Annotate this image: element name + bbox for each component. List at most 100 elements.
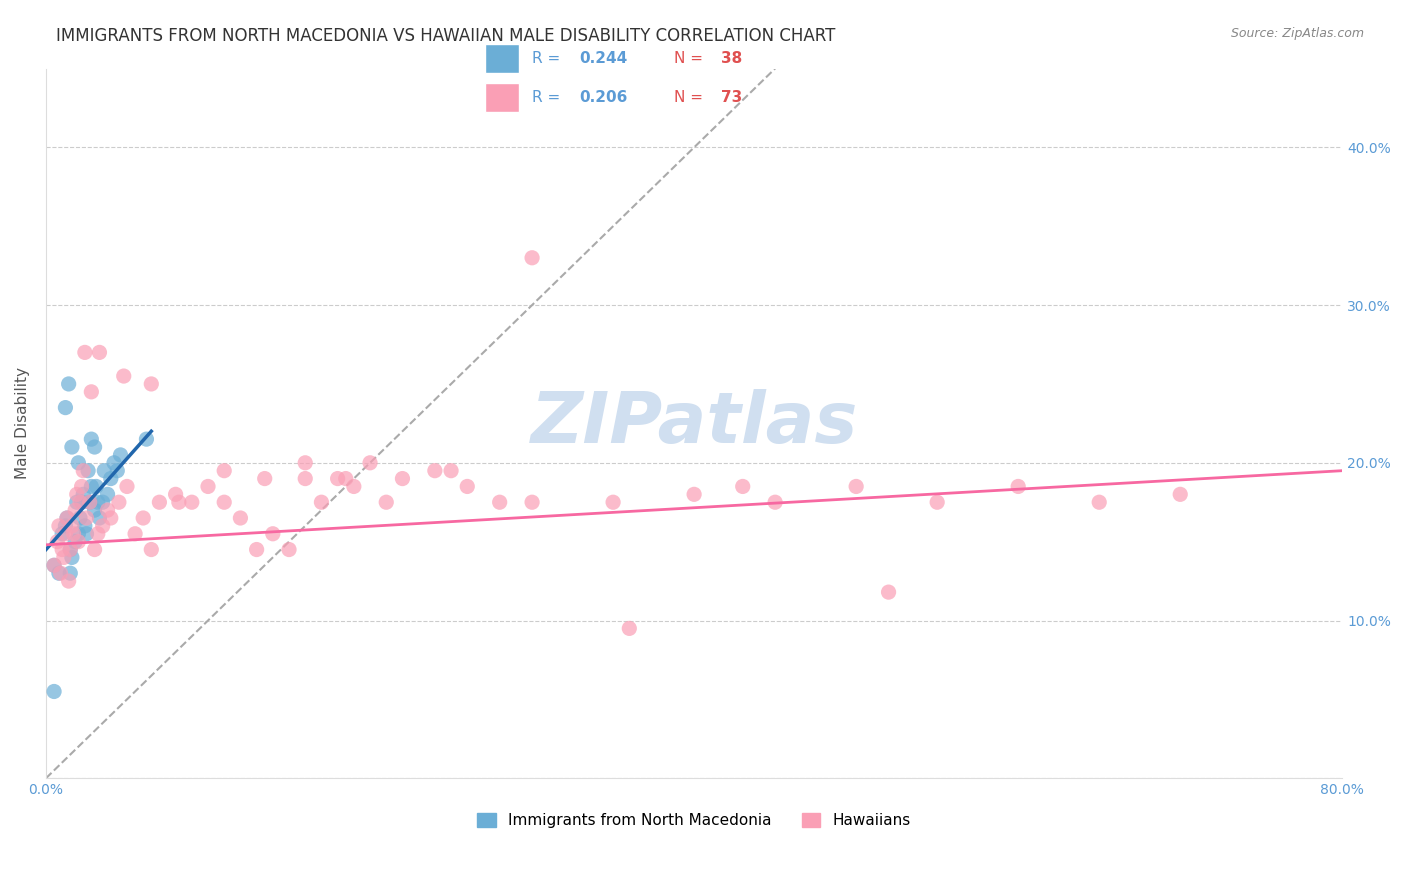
Point (135, 432, 157, 446)
Point (67, 526, 90, 541)
Text: N =: N = (673, 51, 707, 66)
Point (100, 472, 122, 486)
Point (91, 519, 114, 533)
Point (520, 495, 543, 509)
Point (76, 526, 98, 541)
Point (67, 534, 90, 549)
Point (55, 401, 77, 415)
Point (62, 526, 84, 541)
Point (69, 511, 91, 525)
Text: 0.244: 0.244 (579, 51, 627, 66)
Point (212, 495, 235, 509)
Point (56, 511, 79, 525)
Point (132, 511, 155, 525)
Point (79, 495, 101, 509)
Point (141, 376, 163, 391)
Point (845, 479, 868, 493)
Point (520, 251, 543, 265)
Point (59, 566, 82, 581)
Point (70, 495, 93, 509)
Point (66, 495, 89, 509)
Point (84, 479, 107, 493)
Point (69, 495, 91, 509)
Point (108, 495, 131, 509)
Point (262, 526, 284, 541)
Text: R =: R = (531, 90, 565, 105)
Point (294, 456, 316, 470)
Point (141, 542, 163, 557)
Point (343, 479, 366, 493)
Y-axis label: Male Disability: Male Disability (15, 368, 30, 479)
Point (58, 574, 80, 588)
Text: R =: R = (531, 51, 565, 66)
Point (46, 534, 69, 549)
Point (96, 503, 118, 517)
Point (294, 472, 316, 486)
Point (59, 542, 82, 557)
Point (48, 566, 70, 581)
Point (731, 479, 754, 493)
Point (66, 487, 89, 501)
Point (326, 472, 349, 486)
Point (48, 519, 70, 533)
Text: 38: 38 (721, 51, 742, 66)
Point (55, 519, 77, 533)
Point (91, 495, 114, 509)
Point (52, 550, 75, 565)
Point (77, 464, 100, 478)
Point (423, 464, 446, 478)
Point (1168, 487, 1191, 501)
Point (72, 487, 94, 501)
Point (49, 566, 72, 581)
Point (42, 558, 65, 573)
Point (42, 684, 65, 698)
Point (63, 503, 86, 517)
Point (73, 519, 96, 533)
Text: 73: 73 (721, 90, 742, 105)
Point (89, 511, 111, 525)
Point (253, 472, 276, 486)
Point (51, 542, 73, 557)
Text: Source: ZipAtlas.com: Source: ZipAtlas.com (1230, 27, 1364, 40)
Point (72, 464, 94, 478)
Point (89, 345, 111, 359)
Point (63, 534, 86, 549)
Point (42, 558, 65, 573)
Point (763, 495, 786, 509)
Point (100, 511, 122, 525)
Point (60, 440, 83, 454)
FancyBboxPatch shape (485, 83, 519, 112)
Point (927, 495, 949, 509)
Point (83, 542, 105, 557)
Point (59, 542, 82, 557)
Text: 0.206: 0.206 (579, 90, 627, 105)
Text: IMMIGRANTS FROM NORTH MACEDONIA VS HAWAIIAN MALE DISABILITY CORRELATION CHART: IMMIGRANTS FROM NORTH MACEDONIA VS HAWAI… (56, 27, 835, 45)
Point (488, 495, 510, 509)
Point (197, 479, 219, 493)
Point (83, 503, 105, 517)
Point (80, 479, 103, 493)
Point (87, 526, 110, 541)
Point (83, 440, 105, 454)
Point (73, 345, 96, 359)
Legend: Immigrants from North Macedonia, Hawaiians: Immigrants from North Macedonia, Hawaiia… (471, 807, 917, 834)
Point (602, 495, 624, 509)
Point (124, 526, 146, 541)
Point (55, 526, 77, 541)
Point (180, 495, 202, 509)
Point (79, 495, 101, 509)
Point (359, 456, 381, 470)
Point (375, 495, 398, 509)
Point (877, 585, 900, 599)
Point (80, 384, 103, 399)
Point (391, 472, 413, 486)
Point (1007, 479, 1029, 493)
Text: ZIPatlas: ZIPatlas (530, 389, 858, 458)
Point (683, 487, 706, 501)
Point (60, 550, 83, 565)
Point (105, 464, 128, 478)
Point (103, 456, 125, 470)
Point (1088, 495, 1111, 509)
Point (440, 464, 463, 478)
Point (229, 511, 252, 525)
